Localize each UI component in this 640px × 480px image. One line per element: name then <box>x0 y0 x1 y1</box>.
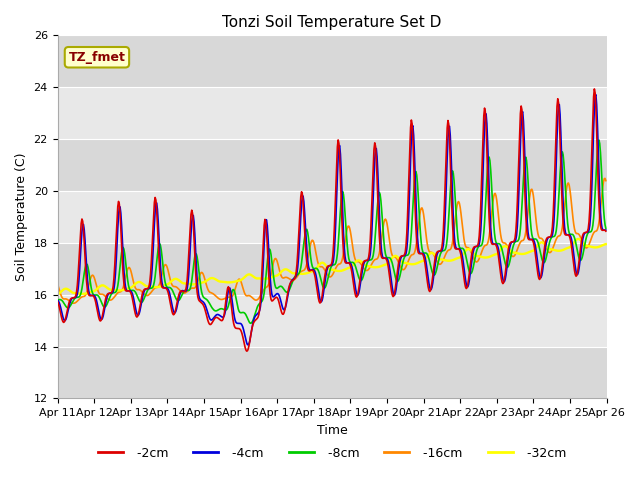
Bar <box>58 36 607 87</box>
-2cm <box>243 348 250 354</box>
-16cm <box>70 300 77 306</box>
-2cm <box>176 290 184 296</box>
-4cm <box>399 253 407 259</box>
-8cm <box>399 259 407 264</box>
Line: -16cm: -16cm <box>58 179 606 303</box>
-16cm <box>602 178 610 183</box>
Bar <box>58 243 607 295</box>
-8cm <box>246 320 254 326</box>
-8cm <box>415 206 423 212</box>
Bar <box>58 191 607 243</box>
-4cm <box>244 342 252 348</box>
-8cm <box>120 246 128 252</box>
Line: -8cm: -8cm <box>58 140 606 323</box>
Bar <box>58 87 607 139</box>
-16cm <box>177 288 184 294</box>
-32cm <box>398 259 406 265</box>
-16cm <box>415 218 423 224</box>
-8cm <box>595 137 603 143</box>
Line: -32cm: -32cm <box>58 239 606 295</box>
-2cm <box>205 319 212 325</box>
-4cm <box>415 249 423 254</box>
-8cm <box>602 225 610 231</box>
-4cm <box>54 297 61 303</box>
Bar <box>58 295 607 347</box>
-8cm <box>54 297 61 302</box>
-4cm <box>205 312 212 318</box>
-2cm <box>415 251 423 256</box>
Title: Tonzi Soil Temperature Set D: Tonzi Soil Temperature Set D <box>222 15 442 30</box>
Legend:  -2cm,  -4cm,  -8cm,  -16cm,  -32cm: -2cm, -4cm, -8cm, -16cm, -32cm <box>93 442 572 465</box>
-32cm <box>54 292 61 298</box>
Line: -2cm: -2cm <box>58 89 606 351</box>
-32cm <box>575 236 582 242</box>
X-axis label: Time: Time <box>317 424 348 437</box>
-32cm <box>120 287 128 293</box>
Line: -4cm: -4cm <box>58 95 606 345</box>
-2cm <box>591 86 598 92</box>
-32cm <box>205 276 212 282</box>
-16cm <box>205 289 213 295</box>
-16cm <box>399 267 407 273</box>
Y-axis label: Soil Temperature (C): Soil Temperature (C) <box>15 153 28 281</box>
-8cm <box>205 299 212 305</box>
-32cm <box>602 241 610 247</box>
-2cm <box>602 228 610 234</box>
-32cm <box>176 278 184 284</box>
-16cm <box>601 176 609 181</box>
-4cm <box>592 92 600 97</box>
-8cm <box>63 305 71 311</box>
-16cm <box>121 279 129 285</box>
-8cm <box>176 297 184 302</box>
-4cm <box>63 311 71 317</box>
-32cm <box>414 260 422 265</box>
-32cm <box>63 286 71 292</box>
-4cm <box>602 227 610 233</box>
-2cm <box>54 299 61 304</box>
-16cm <box>63 297 71 302</box>
-16cm <box>54 281 61 287</box>
Bar <box>58 139 607 191</box>
-4cm <box>120 267 128 273</box>
-2cm <box>120 280 128 286</box>
Text: TZ_fmet: TZ_fmet <box>68 51 125 64</box>
-2cm <box>399 253 407 259</box>
-4cm <box>176 293 184 299</box>
Bar <box>58 347 607 398</box>
-2cm <box>63 307 71 312</box>
